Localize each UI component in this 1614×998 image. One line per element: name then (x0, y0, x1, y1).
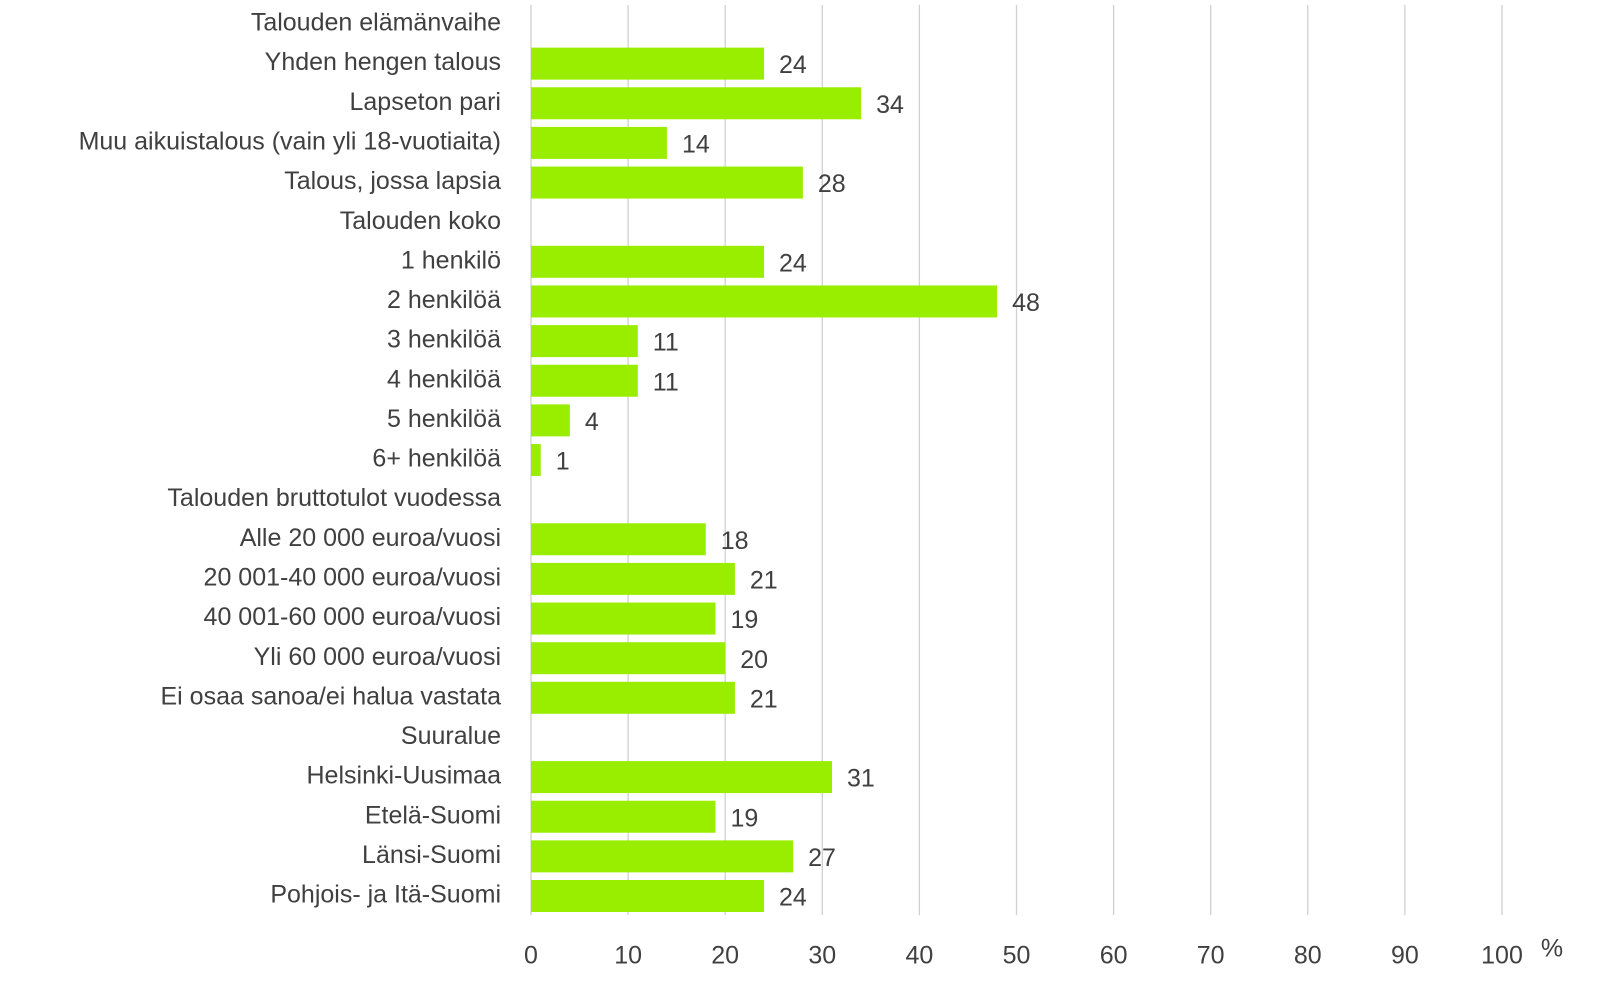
y-tick-label: 20 001-40 000 euroa/vuosi (204, 564, 501, 592)
x-axis-label: % (1541, 935, 1563, 963)
data-label: 1 (556, 448, 570, 476)
bar (531, 126, 667, 159)
y-tick-label: Talous, jossa lapsia (284, 167, 501, 195)
bar (531, 245, 765, 278)
data-label: 11 (653, 329, 679, 357)
bar (531, 880, 765, 912)
bar (531, 285, 998, 318)
x-tick-label: 100 (1481, 942, 1523, 970)
x-tick-label: 10 (614, 942, 642, 970)
x-tick-label: 70 (1197, 942, 1225, 970)
bar (531, 444, 541, 476)
bar (531, 47, 765, 80)
bar (531, 325, 638, 358)
y-tick-label: Lapseton pari (349, 88, 501, 116)
x-tick-label: 40 (905, 942, 933, 970)
x-tick-label: 90 (1391, 942, 1419, 970)
data-label: 11 (653, 368, 679, 396)
y-tick-label: Alle 20 000 euroa/vuosi (240, 524, 501, 552)
data-label: 24 (779, 249, 807, 277)
data-label: 31 (847, 765, 875, 793)
y-tick-label: Suuralue (401, 722, 501, 750)
bar (531, 166, 803, 199)
y-tick-label: 2 henkilöä (387, 286, 501, 314)
bar (531, 800, 716, 833)
data-label: 19 (730, 804, 758, 832)
bar (531, 642, 726, 675)
y-tick-label: Talouden bruttotulot vuodessa (167, 484, 501, 512)
data-label: 48 (1012, 289, 1040, 317)
y-tick-label: Talouden elämänvaihe (251, 9, 501, 37)
data-label: 27 (808, 844, 836, 872)
y-tick-label: 1 henkilö (401, 246, 501, 274)
y-tick-label: Yhden hengen talous (265, 48, 501, 76)
y-tick-label: 6+ henkilöä (372, 445, 501, 473)
x-tick-label: 30 (808, 942, 836, 970)
data-label: 34 (876, 91, 904, 119)
bar (531, 681, 735, 714)
x-tick-label: 50 (1003, 942, 1031, 970)
x-tick-label: 20 (711, 942, 739, 970)
bar (531, 523, 706, 556)
bar (531, 602, 716, 635)
data-label: 19 (730, 606, 758, 634)
data-label: 4 (585, 408, 599, 436)
data-label: 14 (682, 131, 710, 159)
y-tick-label: 4 henkilöä (387, 365, 501, 393)
y-tick-label: Etelä-Suomi (365, 801, 501, 829)
y-tick-label: Pohjois- ja Itä-Suomi (270, 881, 501, 909)
y-tick-label: Länsi-Suomi (362, 841, 501, 869)
bar (531, 562, 735, 595)
y-tick-label: Muu aikuistalous (vain yli 18-vuotiaita) (79, 128, 501, 156)
bar (531, 761, 833, 794)
data-label: 20 (740, 646, 768, 674)
data-label: 21 (750, 685, 778, 713)
y-tick-label: Ei osaa sanoa/ei halua vastata (160, 682, 501, 710)
data-label: 24 (779, 884, 807, 912)
bar (531, 87, 862, 120)
data-label: 18 (721, 527, 749, 555)
x-tick-label: 0 (524, 942, 538, 970)
bar (531, 404, 570, 437)
x-tick-label: 80 (1294, 942, 1322, 970)
data-label: 28 (818, 170, 846, 198)
data-label: 21 (750, 567, 778, 595)
bar (531, 364, 638, 397)
y-tick-label: Talouden koko (340, 207, 501, 235)
y-tick-label: 5 henkilöä (387, 405, 501, 433)
y-tick-label: 3 henkilöä (387, 326, 501, 354)
data-label: 24 (779, 51, 807, 79)
y-tick-label: Yli 60 000 euroa/vuosi (254, 643, 501, 671)
bar (531, 840, 794, 873)
y-tick-label: Helsinki-Uusimaa (307, 762, 502, 790)
y-tick-label: 40 001-60 000 euroa/vuosi (204, 603, 501, 631)
x-tick-label: 60 (1100, 942, 1128, 970)
